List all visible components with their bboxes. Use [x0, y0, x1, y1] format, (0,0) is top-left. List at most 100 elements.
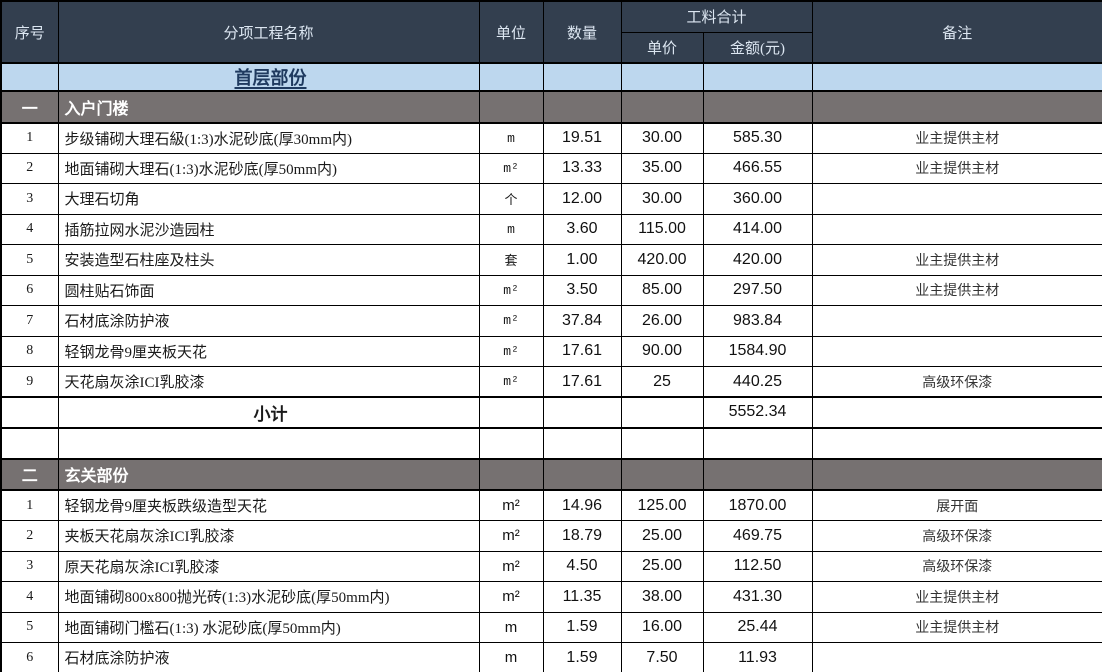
item-name: 大理石切角	[57, 183, 480, 215]
item-unit: m²	[478, 305, 544, 337]
section-header-row: 一入户门楼	[0, 90, 1102, 124]
item-amount: 25.44	[702, 611, 813, 643]
item-qty: 14.96	[542, 489, 622, 521]
item-no: 1	[0, 489, 59, 521]
item-unit: m²	[478, 520, 544, 552]
header-cell-amount: 金额(元)	[702, 31, 813, 64]
blank-unit-cell	[478, 427, 544, 459]
item-remark: 高级环保漆	[811, 366, 1102, 398]
floor-title-row: 首层部份	[0, 62, 1102, 92]
item-remark: 展开面	[811, 489, 1102, 521]
item-unit: m²	[478, 335, 544, 367]
item-qty: 3.60	[542, 213, 622, 245]
item-amount: 431.30	[702, 581, 813, 613]
item-remark: 业主提供主材	[811, 581, 1102, 613]
table-row: 4 地面铺砌800x800抛光砖(1:3)水泥砂底(厚50mm内) m² 11.35 3…	[0, 581, 1102, 613]
table-row: 1 轻钢龙骨9厘夹板跌级造型天花 m² 14.96 125.00 1870.00 展开面	[0, 489, 1102, 521]
section-qty-cell	[542, 457, 622, 491]
title-qty-cell	[542, 62, 622, 92]
item-unit: 套	[478, 244, 544, 276]
table-row: 6 圆柱贴石饰面 m² 3.50 85.00 297.50 业主提供主材	[0, 274, 1102, 306]
header-cell-price: 单价	[620, 31, 704, 64]
section-amount-cell	[702, 90, 813, 124]
item-no: 2	[0, 520, 59, 552]
item-unit-price: 38.00	[620, 581, 704, 613]
item-no: 4	[0, 581, 59, 613]
blank-qty-cell	[542, 427, 622, 459]
item-qty: 19.51	[542, 122, 622, 154]
item-name: 地面铺砌大理石(1:3)水泥砂底(厚50mm内)	[57, 152, 480, 184]
item-qty: 12.00	[542, 183, 622, 215]
item-qty: 13.33	[542, 152, 622, 184]
header-cell-group: 工料合计	[620, 0, 813, 33]
item-unit-price: 26.00	[620, 305, 704, 337]
subtotal-amount: 5552.34	[702, 396, 813, 429]
item-no: 9	[0, 366, 59, 398]
item-name: 原天花扇灰涂ICI乳胶漆	[57, 550, 480, 582]
section-header-row: 二玄关部份	[0, 457, 1102, 491]
item-qty: 1.59	[542, 642, 622, 672]
item-unit-price: 90.00	[620, 335, 704, 367]
subtotal-row: 小计 5552.34	[0, 396, 1102, 429]
item-unit-price: 85.00	[620, 274, 704, 306]
item-name: 轻钢龙骨9厘夹板天花	[57, 335, 480, 367]
item-amount: 440.25	[702, 366, 813, 398]
header-row-2: 单价 金额(元)	[1, 31, 1102, 64]
blank-name-cell	[57, 427, 480, 459]
table-row: 3 原天花扇灰涂ICI乳胶漆 m² 4.50 25.00 112.50 高级环保漆	[0, 550, 1102, 582]
item-unit-price: 115.00	[620, 213, 704, 245]
item-qty: 18.79	[542, 520, 622, 552]
item-remark: 高级环保漆	[811, 550, 1102, 582]
blank-amount-cell	[702, 427, 813, 459]
header-cell-remark: 备注	[811, 0, 1102, 64]
table-row: 1 步级铺砌大理石級(1:3)水泥砂底(厚30mm内) m 19.51 30.00 585…	[0, 122, 1102, 154]
item-amount: 466.55	[702, 152, 813, 184]
item-remark: 业主提供主材	[811, 274, 1102, 306]
item-amount: 414.00	[702, 213, 813, 245]
item-no: 3	[0, 550, 59, 582]
item-name: 插筋拉网水泥沙造园柱	[57, 213, 480, 245]
item-name: 地面铺砌门檻石(1:3) 水泥砂底(厚50mm内)	[57, 611, 480, 643]
item-unit: m	[478, 213, 544, 245]
item-name: 安装造型石柱座及柱头	[57, 244, 480, 276]
item-remark	[811, 213, 1102, 245]
section-amount-cell	[702, 457, 813, 491]
table-row: 5 安装造型石柱座及柱头套 1.00 420.00 420.00 业主提供主材	[0, 244, 1102, 276]
table-row: 5 地面铺砌门檻石(1:3) 水泥砂底(厚50mm内) m 1.59 16.00 25.4…	[0, 611, 1102, 643]
item-no: 6	[0, 642, 59, 672]
item-unit-price: 125.00	[620, 489, 704, 521]
item-remark: 业主提供主材	[811, 244, 1102, 276]
item-unit: m	[478, 611, 544, 643]
table-row: 2 夹板天花扇灰涂ICI乳胶漆 m² 18.79 25.00 469.75 高级环保漆	[0, 520, 1102, 552]
item-amount: 1870.00	[702, 489, 813, 521]
section-remark-cell	[811, 457, 1102, 491]
item-remark: 业主提供主材	[811, 152, 1102, 184]
subtotal-price-cell	[620, 396, 704, 429]
item-unit: m	[478, 642, 544, 672]
header-cell-qty: 数量	[542, 0, 622, 64]
item-qty: 1.00	[542, 244, 622, 276]
table-row: 3 大理石切角个 12.00 30.00 360.00	[0, 183, 1102, 215]
table-row: 4 插筋拉网水泥沙造园柱 m 3.60 115.00 414.00	[0, 213, 1102, 245]
item-qty: 3.50	[542, 274, 622, 306]
item-unit-price: 30.00	[620, 122, 704, 154]
item-amount: 420.00	[702, 244, 813, 276]
item-unit: m²	[478, 152, 544, 184]
blank-price-cell	[620, 427, 704, 459]
section-price-cell	[620, 90, 704, 124]
item-name: 圆柱贴石饰面	[57, 274, 480, 306]
blank-no-cell	[0, 427, 59, 459]
item-no: 1	[0, 122, 59, 154]
item-remark	[811, 305, 1102, 337]
section-number: 二	[0, 457, 59, 491]
section-title: 玄关部份	[57, 457, 480, 491]
section-qty-cell	[542, 90, 622, 124]
item-remark	[811, 335, 1102, 367]
subtotal-no-cell	[0, 396, 59, 429]
item-name: 夹板天花扇灰涂ICI乳胶漆	[57, 520, 480, 552]
header-row-1: 序号 分项工程名称 单位 数量 工料合计 备注	[0, 0, 1102, 64]
title-remark-cell	[811, 62, 1102, 92]
item-name: 地面铺砌800x800抛光砖(1:3)水泥砂底(厚50mm内)	[57, 581, 480, 613]
table-row: 7 石材底涂防护液 m² 37.84 26.00 983.84	[0, 305, 1102, 337]
